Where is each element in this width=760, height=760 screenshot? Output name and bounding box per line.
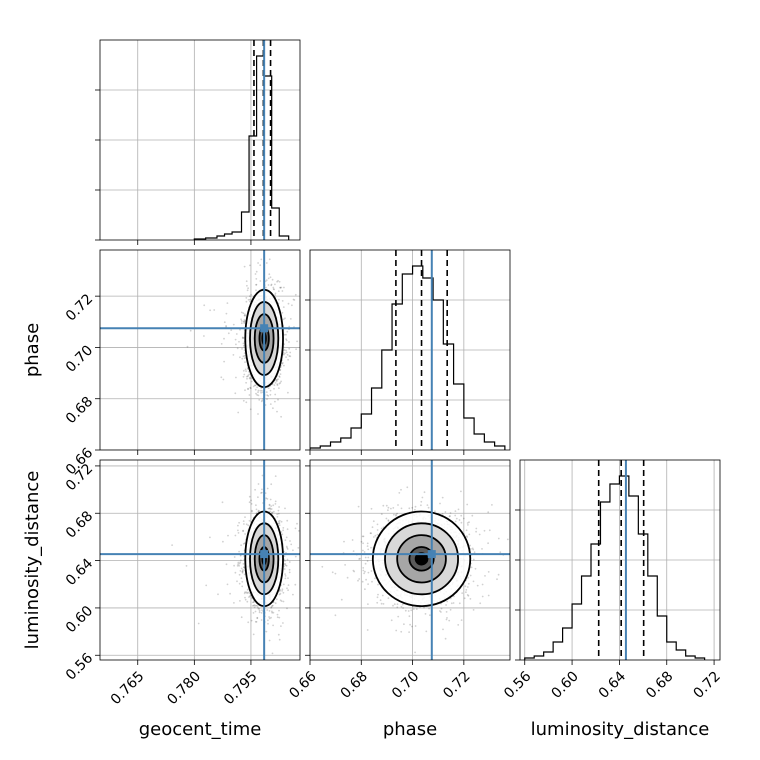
contour-line [384,522,459,596]
x-tick-label: 0.66 [286,668,319,701]
x-tick-label: 0.60 [548,668,581,701]
axes-frame [99,249,301,451]
x-axis-label-luminosity_distance: luminosity_distance [531,719,710,740]
x-tick-label: 0.56 [501,668,534,701]
x-tick-label: 0.765 [108,668,148,708]
scatter-panel-geocent_time-phase [99,249,301,451]
density-core [414,552,429,566]
hist-geocent_time [193,55,290,240]
truth-marker [260,550,269,559]
scatter-panel-geocent_time-luminosity_distance [99,459,301,661]
contour-line [396,534,447,584]
contour-line [371,510,472,608]
x-tick-label: 0.70 [389,668,422,701]
y-tick-label: 0.72 [63,291,96,324]
truth-marker [260,324,269,333]
y-tick-label: 0.68 [63,508,96,541]
x-tick-label: 0.780 [164,668,204,708]
y-tick-label: 0.70 [63,342,96,375]
x-axis-label-phase: phase [383,719,437,740]
x-tick-label: 0.68 [643,668,676,701]
axes-frame [99,459,301,661]
x-axis-label-geocent_time: geocent_time [139,719,262,740]
y-axis-label-phase: phase [22,323,43,377]
y-axis-label-luminosity_distance: luminosity_distance [22,471,43,650]
x-tick-label: 0.72 [690,668,723,701]
hist-panel-geocent_time [99,39,301,241]
hist-phase [310,265,506,450]
y-tick-label: 0.68 [63,394,96,427]
truth-marker [427,550,436,559]
contour-line [408,546,435,572]
x-tick-label: 0.795 [221,668,261,708]
y-tick-label: 0.56 [63,650,96,683]
x-tick-label: 0.72 [440,668,473,701]
hist-luminosity_distance [524,475,706,660]
hist-panel-phase [309,249,511,451]
x-tick-label: 0.64 [596,668,629,701]
sample-points [186,258,298,418]
axes-frame [309,459,511,661]
y-tick-label: 0.64 [63,556,96,589]
y-tick-label: 0.60 [63,603,96,636]
scatter-panel-phase-luminosity_distance [309,459,511,661]
x-tick-label: 0.68 [338,668,371,701]
hist-panel-luminosity_distance [519,459,721,661]
